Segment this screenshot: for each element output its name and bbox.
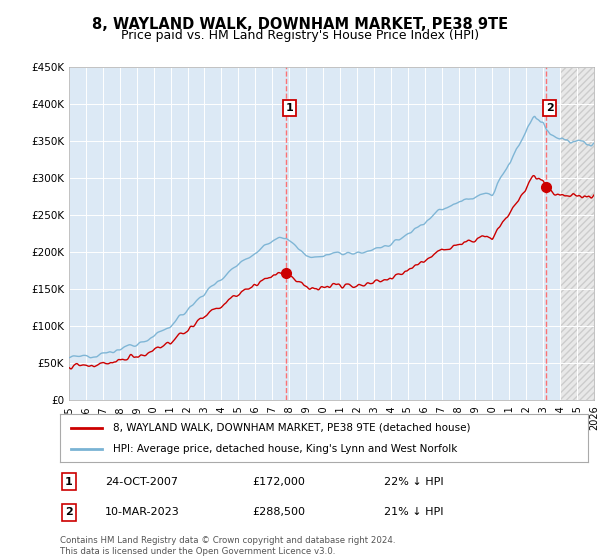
Text: 2: 2: [546, 103, 554, 113]
Text: 1: 1: [65, 477, 73, 487]
Text: 8, WAYLAND WALK, DOWNHAM MARKET, PE38 9TE (detached house): 8, WAYLAND WALK, DOWNHAM MARKET, PE38 9T…: [113, 423, 470, 433]
Text: £288,500: £288,500: [252, 507, 305, 517]
Text: £172,000: £172,000: [252, 477, 305, 487]
Text: 10-MAR-2023: 10-MAR-2023: [105, 507, 180, 517]
Text: 2: 2: [65, 507, 73, 517]
Text: 1: 1: [286, 103, 293, 113]
Bar: [560, 67, 594, 400]
Text: Price paid vs. HM Land Registry's House Price Index (HPI): Price paid vs. HM Land Registry's House …: [121, 29, 479, 42]
Text: 22% ↓ HPI: 22% ↓ HPI: [384, 477, 443, 487]
Text: HPI: Average price, detached house, King's Lynn and West Norfolk: HPI: Average price, detached house, King…: [113, 444, 457, 454]
Text: 21% ↓ HPI: 21% ↓ HPI: [384, 507, 443, 517]
Text: 8, WAYLAND WALK, DOWNHAM MARKET, PE38 9TE: 8, WAYLAND WALK, DOWNHAM MARKET, PE38 9T…: [92, 17, 508, 32]
Text: 24-OCT-2007: 24-OCT-2007: [105, 477, 178, 487]
Text: Contains HM Land Registry data © Crown copyright and database right 2024.
This d: Contains HM Land Registry data © Crown c…: [60, 536, 395, 556]
